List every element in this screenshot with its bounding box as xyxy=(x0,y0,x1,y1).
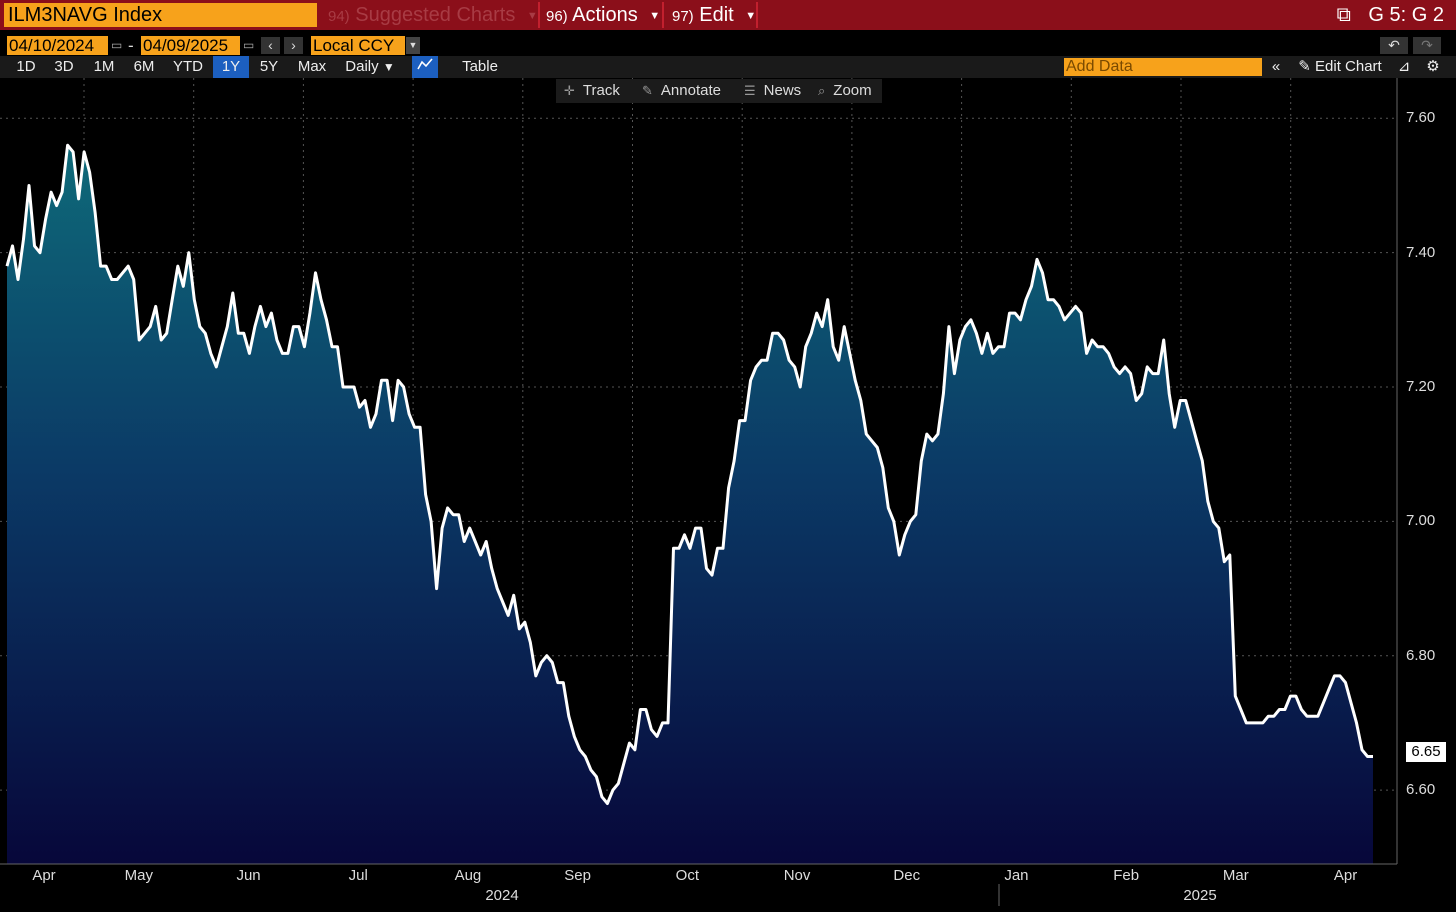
period-1m-button[interactable]: 1M xyxy=(93,58,115,75)
x-tick-label: Jan xyxy=(1004,867,1029,884)
table-view-button[interactable]: Table xyxy=(462,58,498,75)
y-tick-label: 7.40 xyxy=(1406,243,1436,261)
frequency-label: Daily xyxy=(345,58,379,75)
year-label: 2024 xyxy=(485,887,519,904)
news-tool[interactable]: ☰ News xyxy=(744,79,801,103)
period-3d-button[interactable]: 3D xyxy=(54,58,74,75)
x-tick-label: Apr xyxy=(1333,867,1358,884)
series-line xyxy=(5,143,1373,805)
zoom-label: Zoom xyxy=(833,82,872,99)
screen-info: ⧉ G 5: G 2 xyxy=(1337,3,1444,27)
end-date-input[interactable]: 04/09/2025 xyxy=(141,36,240,55)
x-tick-label: May xyxy=(124,867,154,884)
add-data-input[interactable]: Add Data xyxy=(1064,58,1262,76)
y-tick-label: 6.60 xyxy=(1406,781,1436,799)
undo-icon[interactable]: ↶ xyxy=(1380,37,1408,54)
date-range-row: 04/10/2024 ▭ - 04/09/2025 ▭ ‹ › Local CC… xyxy=(0,33,1456,56)
x-tick-label: Apr xyxy=(32,867,56,884)
edit-label: Edit xyxy=(699,4,734,26)
chart-tools: ✛ Track ✎ Annotate ☰ News ⌕ Zoom xyxy=(556,79,882,103)
x-tick-label: Oct xyxy=(675,867,700,884)
period-toolbar: 1D 3D 1M 6M YTD 1Y 5Y Max Daily ▼ Table … xyxy=(0,56,1456,78)
suggested-charts-number: 94) xyxy=(328,8,350,25)
chart-settings-icon[interactable]: ⊿ xyxy=(1397,58,1411,75)
gear-icon[interactable]: ⚙ xyxy=(1426,58,1440,75)
y-tick-label: 7.20 xyxy=(1406,378,1436,396)
header-bar: ILM3NAVG Index 94) Suggested Charts ▼ 96… xyxy=(0,0,1456,30)
actions-menu[interactable]: 96) Actions ▼ xyxy=(546,3,660,27)
edit-menu[interactable]: 97) Edit ▼ xyxy=(672,3,756,27)
previous-period-button[interactable]: ‹ xyxy=(261,37,280,54)
line-chart-icon[interactable] xyxy=(412,56,438,78)
chevron-down-icon[interactable]: ▼ xyxy=(406,37,420,54)
area-fill xyxy=(7,145,1373,864)
next-period-button[interactable]: › xyxy=(284,37,303,54)
x-tick-label: Sep xyxy=(564,867,591,884)
search-icon: ⌕ xyxy=(818,83,826,98)
menu-divider xyxy=(662,2,664,28)
collapse-icon[interactable]: « xyxy=(1271,58,1281,75)
edit-number: 97) xyxy=(672,8,694,25)
menu-divider xyxy=(756,2,758,28)
calendar-icon[interactable]: ▭ xyxy=(111,38,123,52)
redo-icon[interactable]: ↷ xyxy=(1413,37,1441,54)
y-tick-label: 6.80 xyxy=(1406,646,1436,664)
pencil-icon: ✎ xyxy=(1298,58,1311,75)
suggested-charts-menu[interactable]: 94) Suggested Charts ▼ xyxy=(328,3,538,27)
actions-number: 96) xyxy=(546,8,568,25)
period-5y-button[interactable]: 5Y xyxy=(259,58,279,75)
ticker-field[interactable]: ILM3NAVG Index xyxy=(4,3,317,27)
news-icon: ☰ xyxy=(744,83,756,98)
period-1d-button[interactable]: 1D xyxy=(16,58,36,75)
crosshair-icon: ✛ xyxy=(564,83,575,98)
annotate-tool[interactable]: ✎ Annotate xyxy=(642,79,721,103)
range-dash: - xyxy=(128,36,134,55)
period-6m-button[interactable]: 6M xyxy=(133,58,155,75)
news-label: News xyxy=(763,82,802,99)
chevron-down-icon: ▼ xyxy=(382,60,395,74)
x-tick-label: Aug xyxy=(454,867,482,884)
chevron-down-icon: ▼ xyxy=(526,10,538,22)
x-tick-label: Dec xyxy=(893,867,921,884)
track-label: Track xyxy=(582,82,620,99)
start-date-input[interactable]: 04/10/2024 xyxy=(7,36,108,55)
chevron-down-icon: ▼ xyxy=(745,10,757,22)
y-tick-label: 7.00 xyxy=(1406,512,1436,530)
actions-label: Actions xyxy=(572,4,638,26)
track-tool[interactable]: ✛ Track xyxy=(564,79,620,103)
chevron-down-icon: ▼ xyxy=(649,10,661,22)
period-ytd-button[interactable]: YTD xyxy=(173,58,203,75)
x-tick-label: Jun xyxy=(236,867,261,884)
last-value-label: 6.65 xyxy=(1406,742,1446,762)
edit-chart-button[interactable]: ✎ Edit Chart xyxy=(1292,56,1388,78)
edit-chart-label: Edit Chart xyxy=(1315,58,1382,75)
menu-divider xyxy=(538,2,540,28)
popout-icon[interactable]: ⧉ xyxy=(1336,4,1351,26)
x-tick-label: Feb xyxy=(1113,867,1140,884)
y-tick-label: 7.60 xyxy=(1406,109,1436,127)
zoom-tool[interactable]: ⌕ Zoom xyxy=(818,79,872,103)
x-tick-label: Jul xyxy=(348,867,368,884)
screen-id: G 5: G 2 xyxy=(1368,4,1444,26)
x-tick-label: Nov xyxy=(783,867,811,884)
frequency-select[interactable]: Daily ▼ xyxy=(338,56,402,78)
year-label: 2025 xyxy=(1183,887,1217,904)
period-max-button[interactable]: Max xyxy=(297,58,327,75)
x-tick-label: Mar xyxy=(1222,867,1249,884)
period-1y-button[interactable]: 1Y xyxy=(213,56,249,78)
currency-select[interactable]: Local CCY xyxy=(311,36,405,55)
annotate-label: Annotate xyxy=(660,82,721,99)
calendar-icon[interactable]: ▭ xyxy=(243,38,255,52)
suggested-charts-label: Suggested Charts xyxy=(355,4,516,26)
pencil-icon: ✎ xyxy=(642,83,653,98)
